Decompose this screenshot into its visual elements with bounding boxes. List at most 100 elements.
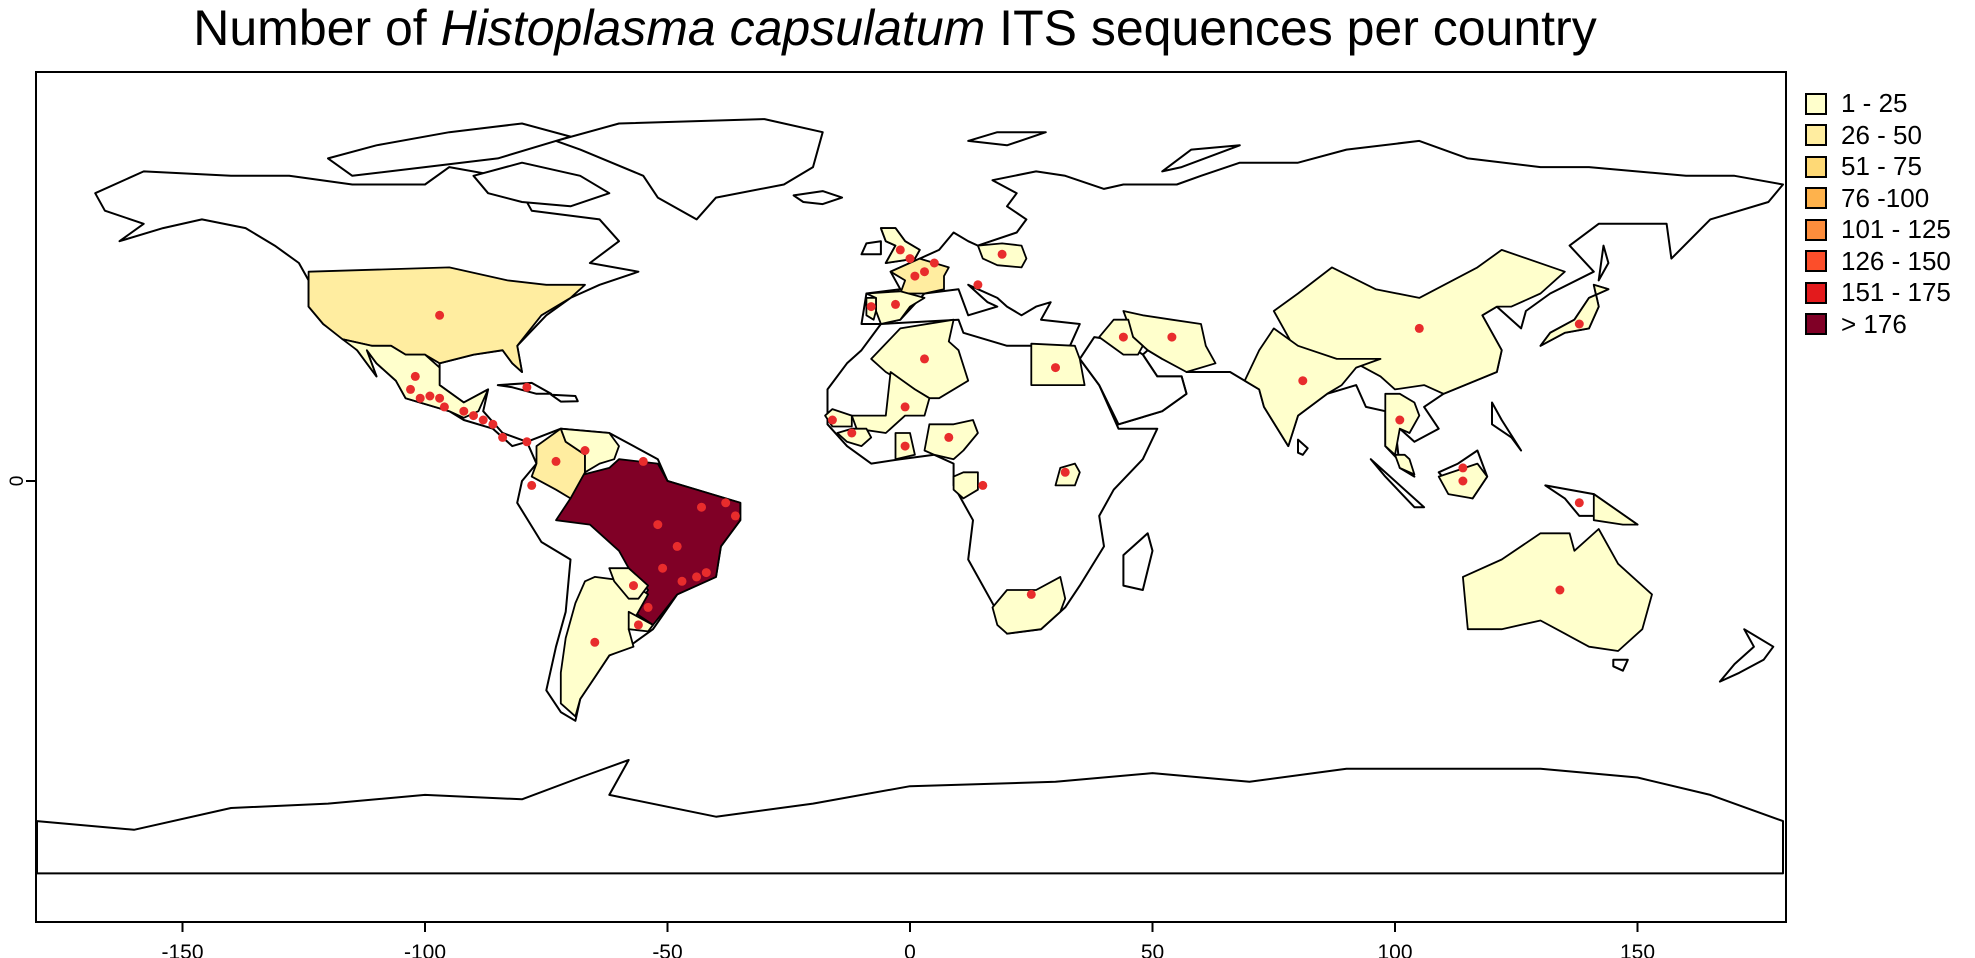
- country-japan: [1539, 283, 1610, 347]
- country-gabon: [952, 471, 979, 500]
- sequence-point: [677, 576, 687, 586]
- sequence-point: [1395, 415, 1405, 425]
- sequence-point: [406, 384, 415, 394]
- legend-swatch: [1805, 250, 1827, 273]
- madagascar-outline: [1122, 532, 1154, 591]
- sequence-point: [551, 456, 561, 466]
- sequence-point: [973, 280, 983, 290]
- sequence-point: [653, 520, 663, 530]
- sequence-point: [1414, 323, 1424, 333]
- hispaniola-outline: [550, 393, 579, 403]
- legend-item: 101 - 125: [1805, 214, 1951, 246]
- legend-item: 76 -100: [1805, 183, 1951, 215]
- tasmania-outline: [1612, 658, 1629, 672]
- sequence-point: [1298, 376, 1308, 386]
- country-argentina: [559, 576, 649, 718]
- sequence-point: [997, 249, 1007, 259]
- sequence-point: [590, 637, 600, 647]
- sequence-point: [910, 271, 920, 281]
- sequence-point: [498, 432, 508, 442]
- svalbard-outline: [967, 131, 1047, 147]
- sequence-point: [891, 299, 900, 309]
- ireland-outline: [860, 240, 882, 256]
- x-tick-label: -50: [652, 941, 682, 958]
- sequence-point: [920, 267, 929, 277]
- legend: 1 - 25 26 - 50 51 - 75 76 -100 101 - 125 126 …: [1805, 88, 1951, 340]
- philippines-outline: [1491, 401, 1523, 452]
- sequence-point: [435, 310, 445, 320]
- sequence-point: [827, 415, 837, 425]
- species-name: Histoplasma capsulatum: [440, 0, 986, 56]
- country-papua-new-guinea: [1592, 493, 1639, 526]
- sequence-point: [459, 406, 469, 416]
- x-tick-label: 150: [1620, 941, 1655, 958]
- sequence-point: [905, 254, 915, 264]
- sequence-point: [435, 393, 445, 403]
- canadian-islands-outline: [327, 122, 572, 177]
- x-tick-label: 0: [904, 941, 916, 958]
- sequence-point: [658, 563, 668, 573]
- iceland-outline: [792, 190, 844, 206]
- sequence-point: [1060, 467, 1070, 477]
- legend-item: > 176: [1805, 309, 1951, 341]
- legend-label: 151 - 175: [1841, 277, 1951, 308]
- sequence-point: [929, 258, 939, 268]
- sequence-point: [978, 480, 988, 490]
- sequence-point: [638, 456, 648, 466]
- sequence-point: [1458, 476, 1468, 486]
- sequence-point: [900, 402, 910, 412]
- sequence-point: [629, 581, 638, 591]
- country-malaysia: [1394, 453, 1416, 476]
- baffin-island-outline: [472, 161, 611, 208]
- legend-swatch: [1805, 155, 1827, 178]
- legend-swatch: [1805, 313, 1827, 336]
- sequence-point: [1574, 319, 1584, 329]
- country-algeria: [870, 318, 970, 400]
- legend-label: 126 - 150: [1841, 245, 1951, 276]
- country-layer: [36, 118, 1784, 875]
- sequence-point: [469, 411, 478, 421]
- sequence-point: [439, 402, 449, 412]
- antarctica-outline: [36, 759, 1784, 875]
- legend-swatch: [1805, 92, 1827, 115]
- country-paraguay: [608, 567, 649, 600]
- legend-swatch: [1805, 187, 1827, 210]
- legend-label: 1 - 25: [1841, 88, 1908, 119]
- greenland-outline: [555, 118, 824, 221]
- sequence-point: [672, 541, 682, 551]
- sequence-point: [900, 441, 910, 451]
- sequence-point: [692, 572, 702, 582]
- sequence-point: [721, 498, 731, 508]
- sequence-point: [488, 419, 498, 429]
- sequence-point: [527, 480, 537, 490]
- sequence-point: [866, 302, 876, 312]
- legend-label: 101 - 125: [1841, 214, 1951, 245]
- sequence-point: [643, 602, 653, 612]
- sequence-point: [1167, 332, 1177, 342]
- new-zealand-outline: [1718, 628, 1775, 683]
- sequence-point: [1458, 463, 1468, 473]
- sequence-point: [1555, 585, 1565, 595]
- legend-item: 151 - 175: [1805, 277, 1951, 309]
- sequence-point: [522, 437, 532, 447]
- sequence-point: [410, 371, 420, 381]
- legend-swatch: [1805, 124, 1827, 147]
- sumatra-outline: [1369, 458, 1426, 509]
- sequence-point: [633, 620, 643, 630]
- country-venezuela: [559, 427, 620, 474]
- sequence-point: [730, 511, 740, 521]
- novaya-zemlya-outline: [1161, 144, 1241, 173]
- sequence-point: [847, 428, 857, 438]
- legend-label: 26 - 50: [1841, 119, 1922, 150]
- map-title: Number of Histoplasma capsulatum ITS seq…: [193, 0, 1597, 56]
- axes: -150 -100 -50 0 50 100 150 0: [7, 476, 1783, 958]
- x-tick-label: 50: [1141, 941, 1164, 958]
- sequence-point: [895, 245, 905, 255]
- legend-label: 51 - 75: [1841, 151, 1922, 182]
- country-south-africa: [991, 576, 1067, 635]
- sequence-point: [1051, 363, 1060, 373]
- sequence-point: [697, 502, 706, 512]
- legend-label: 76 -100: [1841, 182, 1930, 213]
- legend-item: 126 - 150: [1805, 246, 1951, 278]
